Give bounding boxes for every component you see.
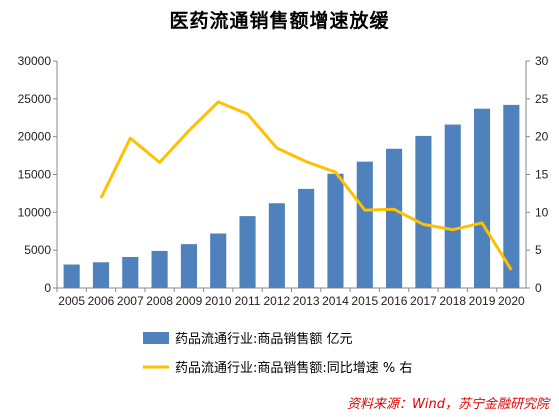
x-tick-label: 2007 bbox=[117, 294, 144, 308]
x-tick-label: 2009 bbox=[176, 294, 203, 308]
bar bbox=[239, 216, 256, 288]
y-right-tick-label: 10 bbox=[535, 205, 549, 219]
line-layer bbox=[99, 100, 513, 271]
y-left-tick-label: 10000 bbox=[18, 205, 52, 219]
bar bbox=[151, 250, 168, 288]
bar bbox=[122, 256, 139, 288]
x-tick-label: 2011 bbox=[235, 294, 261, 308]
y-left-tick-label: 15000 bbox=[18, 168, 52, 182]
ticks-layer: 0 5000 10000 15000 20000 25000 30000 0 5 10 15 20 25… bbox=[18, 54, 549, 308]
legend-bar-swatch bbox=[143, 332, 169, 344]
x-tick-label: 2016 bbox=[381, 294, 408, 308]
bar bbox=[327, 173, 344, 288]
bar bbox=[473, 108, 491, 288]
growth-line bbox=[99, 100, 513, 271]
x-tick-label: 2005 bbox=[58, 294, 85, 308]
y-right-tick-label: 5 bbox=[535, 243, 542, 257]
bar bbox=[210, 233, 227, 288]
x-tick-label: 2010 bbox=[205, 294, 232, 308]
bar bbox=[415, 135, 432, 288]
bar bbox=[503, 104, 520, 289]
y-left-tick-label: 5000 bbox=[24, 243, 51, 257]
y-right-tick-label: 15 bbox=[535, 168, 549, 182]
x-tick-label: 2020 bbox=[498, 294, 525, 308]
bar bbox=[386, 148, 403, 288]
y-left-tick-label: 20000 bbox=[18, 130, 52, 144]
bar bbox=[268, 203, 285, 288]
x-tick-label: 2017 bbox=[410, 294, 437, 308]
legend: 药品流通行业:商品销售额 亿元 药品流通行业:商品销售额:同比增速 % 右 bbox=[143, 331, 412, 376]
bar bbox=[180, 244, 197, 288]
bar bbox=[92, 262, 110, 288]
bar bbox=[444, 124, 461, 288]
legend-line-label: 药品流通行业:商品销售额:同比增速 % 右 bbox=[175, 360, 412, 376]
x-tick-label: 2019 bbox=[469, 294, 496, 308]
bar bbox=[298, 188, 315, 288]
y-right-tick-label: 20 bbox=[535, 130, 549, 144]
x-tick-label: 2013 bbox=[293, 294, 320, 308]
y-right-tick-label: 30 bbox=[535, 54, 549, 68]
x-tick-label: 2006 bbox=[88, 294, 115, 308]
x-tick-label: 2012 bbox=[263, 294, 290, 308]
y-right-tick-label: 0 bbox=[535, 281, 542, 295]
y-left-tick-label: 30000 bbox=[18, 54, 52, 68]
source-note: 资料来源：Wind，苏宁金融研究院 bbox=[347, 397, 549, 412]
x-tick-label: 2014 bbox=[322, 294, 349, 308]
x-tick-label: 2008 bbox=[146, 294, 173, 308]
y-left-tick-label: 0 bbox=[44, 281, 51, 295]
x-tick-label: 2018 bbox=[439, 294, 466, 308]
y-right-tick-label: 25 bbox=[535, 92, 549, 106]
chart-title: 医药流通销售额增速放缓 bbox=[169, 10, 390, 32]
bar bbox=[63, 264, 80, 288]
legend-bar-label: 药品流通行业:商品销售额 亿元 bbox=[175, 331, 353, 347]
x-tick-label: 2015 bbox=[351, 294, 378, 308]
bar bbox=[356, 161, 373, 288]
y-left-tick-label: 25000 bbox=[18, 92, 52, 106]
bars-layer bbox=[63, 104, 520, 289]
